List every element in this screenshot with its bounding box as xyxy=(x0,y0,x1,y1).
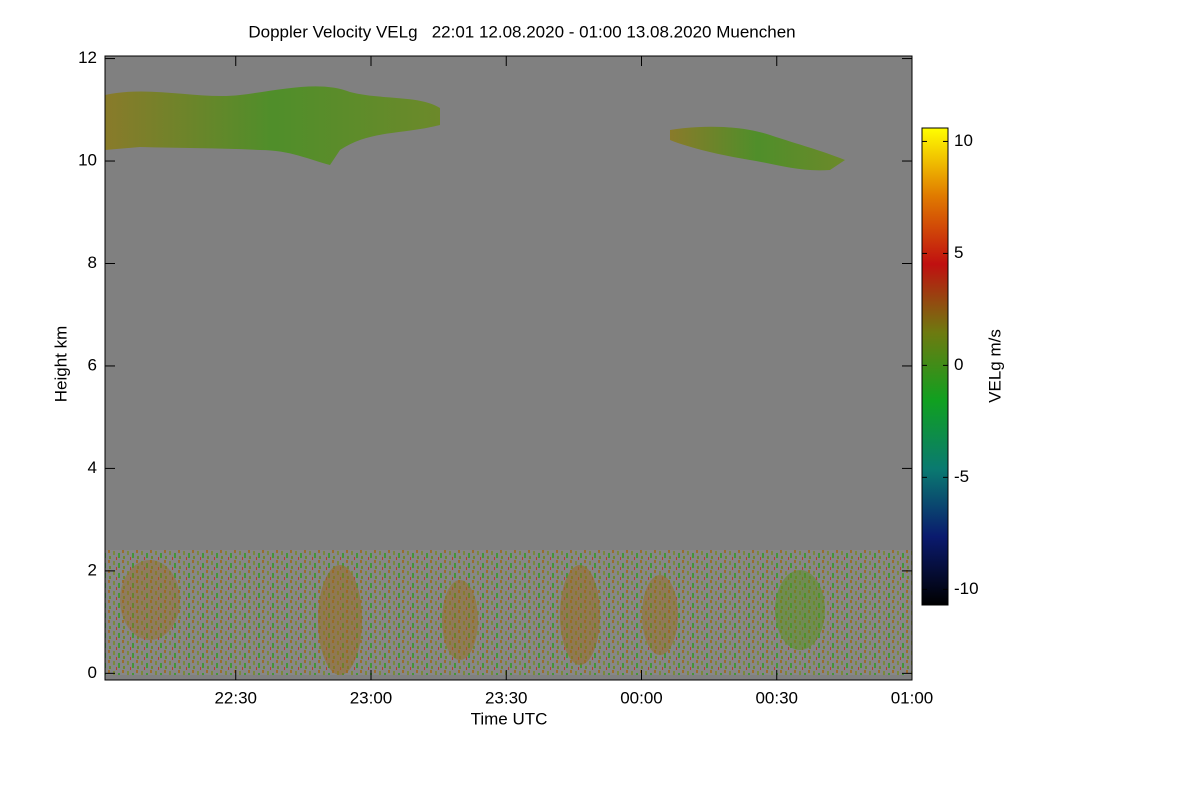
colorbar-label: VELg m/s xyxy=(985,329,1004,403)
x-tick-label: 00:30 xyxy=(755,688,798,707)
y-tick-label: 2 xyxy=(88,560,97,579)
y-tick-label: 4 xyxy=(88,458,97,477)
x-tick-label: 23:00 xyxy=(350,688,393,707)
colorbar-tick-label: 10 xyxy=(954,131,973,150)
x-tick-label: 23:30 xyxy=(485,688,528,707)
y-axis-label: Height km xyxy=(51,326,70,403)
echo-decoration xyxy=(105,86,912,675)
y-tick-label: 0 xyxy=(88,663,97,682)
colorbar-tick-label: 0 xyxy=(954,355,963,374)
x-tick-label: 00:00 xyxy=(620,688,663,707)
chart-title: Doppler Velocity VELg 22:01 12.08.2020 -… xyxy=(248,22,795,41)
x-tick-label: 01:00 xyxy=(891,688,934,707)
plot-frame xyxy=(104,55,913,681)
colorbar-tick-label: -5 xyxy=(954,467,969,486)
x-tick-label: 22:30 xyxy=(214,688,257,707)
plot-area xyxy=(104,55,913,681)
colorbar xyxy=(921,127,949,606)
colorbar-tick-label: 5 xyxy=(954,243,963,262)
colorbar-tick-label: -10 xyxy=(954,579,979,598)
x-axis-label: Time UTC xyxy=(471,709,548,728)
y-tick-label: 6 xyxy=(88,355,97,374)
y-tick-label: 12 xyxy=(78,48,97,67)
y-tick-label: 8 xyxy=(88,253,97,272)
y-tick-label: 10 xyxy=(78,151,97,170)
